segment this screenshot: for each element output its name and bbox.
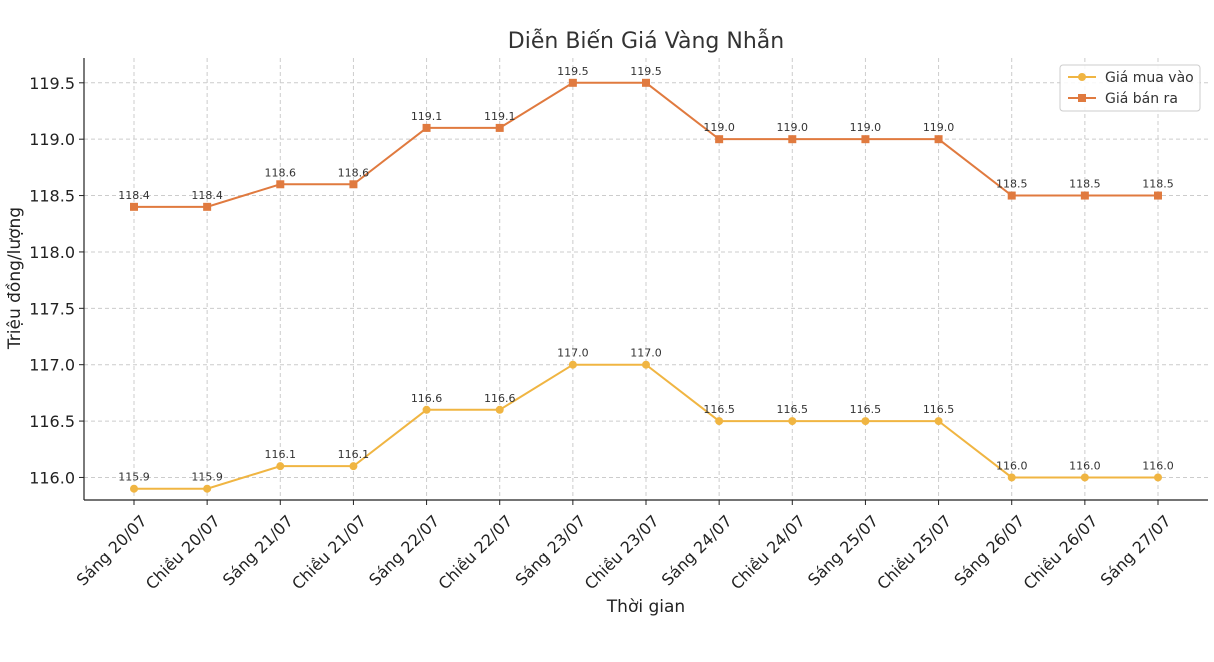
data-label: 119.5 [630, 65, 662, 78]
data-point [130, 484, 138, 493]
data-point [568, 78, 577, 87]
y-tick-label: 119.0 [29, 130, 75, 149]
data-label: 116.5 [703, 403, 735, 416]
data-point [276, 180, 285, 189]
legend-label: Giá bán ra [1105, 91, 1178, 107]
data-label: 119.1 [484, 110, 516, 123]
x-tick-label: Sáng 26/07 [950, 511, 1028, 589]
y-tick-label: 118.5 [29, 187, 75, 206]
data-label: 116.0 [1069, 459, 1101, 472]
x-tick-label: Sáng 23/07 [512, 511, 590, 589]
data-point [130, 202, 138, 211]
data-label: 117.0 [557, 347, 589, 360]
data-label: 118.5 [1069, 178, 1101, 191]
data-point [642, 360, 650, 369]
data-point [568, 360, 577, 369]
data-label: 116.5 [923, 403, 955, 416]
x-tick-label: Sáng 25/07 [804, 511, 882, 589]
x-axis-label: Thời gian [606, 597, 685, 617]
x-tick-label: Sáng 24/07 [658, 511, 736, 589]
x-tick-label: Chiều 25/07 [873, 511, 955, 593]
data-label: 116.5 [850, 403, 882, 416]
data-point [1080, 191, 1089, 200]
x-tick-label: Sáng 20/07 [73, 511, 151, 589]
data-point [715, 417, 724, 426]
y-tick-label: 119.5 [29, 74, 75, 93]
data-point [422, 405, 431, 414]
data-point [1007, 473, 1016, 482]
data-point [349, 180, 358, 189]
data-label: 118.5 [996, 178, 1028, 191]
data-label: 115.9 [118, 471, 150, 484]
data-label: 119.0 [923, 121, 955, 134]
data-point [349, 462, 358, 471]
x-tick-label: Chiều 26/07 [1020, 511, 1102, 593]
data-point [934, 417, 943, 426]
y-tick-label: 118.0 [29, 243, 75, 262]
data-label: 118.4 [191, 189, 223, 202]
data-point [715, 135, 724, 144]
data-point [934, 135, 943, 144]
data-point [276, 462, 285, 471]
legend-marker [1078, 73, 1086, 81]
data-point [203, 202, 212, 211]
data-point [861, 135, 870, 144]
data-label: 116.6 [411, 392, 443, 405]
data-label: 118.6 [338, 166, 370, 179]
data-label: 119.0 [850, 121, 882, 134]
data-label: 118.4 [118, 189, 150, 202]
legend-marker [1078, 94, 1086, 102]
data-labels: 115.9 115.9 116.1 116.1 116.6 116.6 117.0 117.0… [118, 65, 1174, 484]
data-label: 119.1 [411, 110, 443, 123]
x-tick-label: Chiều 22/07 [434, 511, 516, 593]
data-point [1154, 473, 1162, 482]
data-point [861, 417, 870, 426]
y-tick-label: 116.0 [29, 468, 75, 487]
y-tick-label: 117.0 [29, 356, 75, 375]
data-label: 116.5 [777, 403, 809, 416]
x-tick-label: Sáng 27/07 [1097, 511, 1175, 589]
grid [84, 58, 1208, 500]
x-tick-label: Chiều 20/07 [142, 511, 224, 593]
data-point [1154, 191, 1162, 200]
data-label: 119.0 [703, 121, 735, 134]
y-tick-label: 116.5 [29, 412, 75, 431]
axes: 116.0 116.5 117.0 117.5 118.0 118.5 119.0 119.5… [29, 58, 1208, 593]
x-tick-label: Chiều 21/07 [288, 511, 370, 593]
x-tick-label: Sáng 21/07 [219, 511, 297, 589]
data-label: 115.9 [191, 471, 223, 484]
x-tick-label: Sáng 22/07 [365, 511, 443, 589]
data-label: 117.0 [630, 347, 662, 360]
chart-title: Diễn Biến Giá Vàng Nhẫn [508, 28, 784, 54]
data-point [642, 78, 650, 87]
data-label: 118.5 [1142, 178, 1174, 191]
data-point [1007, 191, 1016, 200]
x-tick-label: Chiều 23/07 [581, 511, 663, 593]
data-label: 116.1 [265, 448, 297, 461]
data-label: 116.1 [338, 448, 370, 461]
data-label: 116.0 [1142, 459, 1174, 472]
data-point [495, 123, 504, 132]
data-label: 116.0 [996, 459, 1028, 472]
data-point [422, 123, 431, 132]
data-point [788, 135, 797, 144]
y-axis-label: Triệu đồng/lượng [4, 207, 25, 350]
data-label: 118.6 [265, 166, 297, 179]
data-label: 119.0 [777, 121, 809, 134]
legend-label: Giá mua vào [1105, 70, 1194, 86]
data-point [788, 417, 797, 426]
legend: Giá mua vào Giá bán ra [1059, 64, 1201, 112]
x-tick-label: Chiều 24/07 [727, 511, 809, 593]
data-label: 116.6 [484, 392, 516, 405]
series-group [130, 78, 1162, 493]
data-point [1080, 473, 1089, 482]
data-point [203, 484, 212, 493]
data-label: 119.5 [557, 65, 589, 78]
data-point [495, 405, 504, 414]
y-tick-label: 117.5 [29, 299, 75, 318]
